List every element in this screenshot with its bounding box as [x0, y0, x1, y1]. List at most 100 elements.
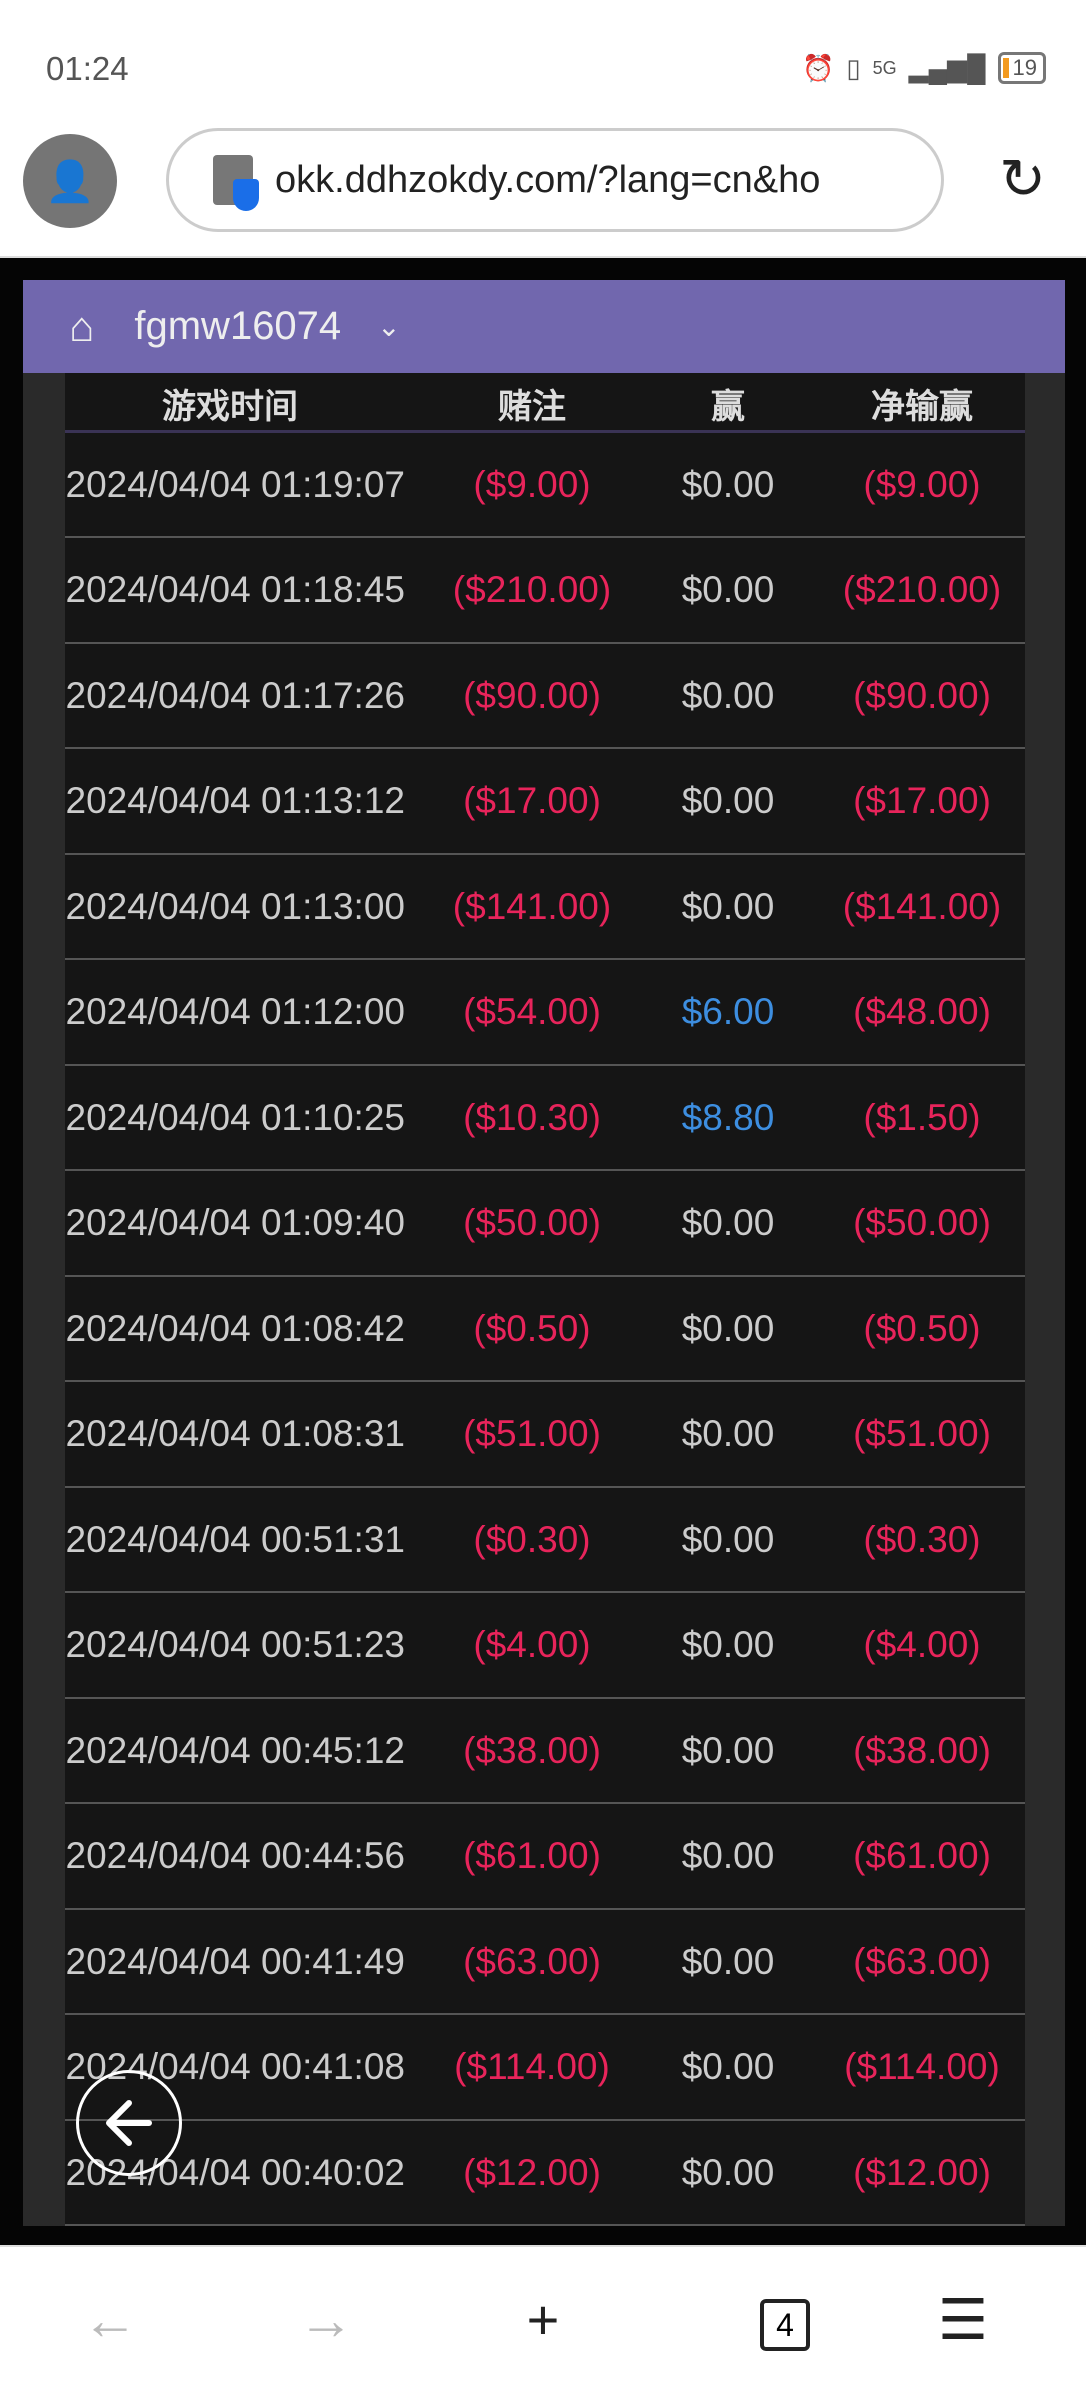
- status-bar: 01:24 ⏰ ▯ 5G ▂▄▆█ 19: [0, 0, 1086, 120]
- column-header-win: 赢: [711, 388, 745, 426]
- cell-time: 2024/04/04 01:17:26: [65, 674, 406, 716]
- cell-win: $0.00: [681, 1413, 775, 1454]
- cell-bet: ($51.00): [463, 1413, 601, 1454]
- chevron-down-icon[interactable]: ⌄: [377, 311, 401, 342]
- cell-time: 2024/04/04 01:13:12: [65, 780, 406, 821]
- profile-add-icon[interactable]: 👤: [23, 134, 117, 228]
- lock-shield-icon: [213, 155, 259, 211]
- cell-time: 2024/04/04 00:51:31: [65, 1518, 406, 1560]
- reload-icon[interactable]: ↻: [999, 147, 1046, 210]
- table-row: 2024/04/04 01:09:40 ($50.00) $0.00 ($50.…: [65, 1172, 1025, 1277]
- table-row: 2024/04/04 00:40:02 ($12.00) $0.00 ($12.…: [65, 2121, 1025, 2226]
- address-bar[interactable]: okk.ddhzokdy.com/?lang=cn&ho: [166, 128, 944, 232]
- cell-time: 2024/04/04 00:45:12: [65, 1729, 406, 1771]
- menu-icon[interactable]: ☰: [937, 2288, 989, 2351]
- bet-history-table[interactable]: 游戏时间 赌注 赢 净输赢 2024/04/04 01:19:07 ($9.00…: [65, 280, 1025, 2226]
- browser-toolbar: 👤 okk.ddhzokdy.com/?lang=cn&ho ↻: [0, 120, 1086, 258]
- alarm-icon: ⏰: [801, 52, 835, 83]
- cell-bet: ($10.30): [463, 1096, 601, 1138]
- cell-bet: ($61.00): [463, 1835, 601, 1876]
- cell-net: ($90.00): [853, 674, 991, 716]
- cell-bet: ($0.50): [473, 1307, 591, 1349]
- cell-bet: ($9.00): [473, 463, 591, 505]
- clock: 01:24: [46, 50, 129, 87]
- cell-win: $0.00: [681, 1202, 775, 1243]
- cell-win: $0.00: [681, 2046, 775, 2087]
- cell-time: 2024/04/04 01:18:45: [65, 569, 406, 610]
- cell-bet: ($38.00): [463, 1729, 601, 1771]
- cell-win: $0.00: [681, 1729, 775, 1771]
- cell-win: $0.00: [681, 463, 775, 505]
- table-row: 2024/04/04 01:17:26 ($90.00) $0.00 ($90.…: [65, 644, 1025, 749]
- signal-icon: 5G: [872, 57, 897, 78]
- cell-bet: ($63.00): [463, 1940, 601, 1982]
- cell-net: ($1.50): [863, 1096, 981, 1138]
- cell-win: $0.00: [681, 569, 775, 610]
- cell-bet: ($50.00): [463, 1202, 601, 1243]
- table-row: 2024/04/04 00:51:23 ($4.00) $0.00 ($4.00…: [65, 1594, 1025, 1699]
- signal-bars-icon: ▂▄▆█: [908, 52, 986, 83]
- cell-win: $0.00: [681, 1940, 775, 1982]
- table-row: 2024/04/04 00:44:56 ($61.00) $0.00 ($61.…: [65, 1805, 1025, 1910]
- table-row: 2024/04/04 01:08:42 ($0.50) $0.00 ($0.50…: [65, 1277, 1025, 1382]
- cell-bet: ($90.00): [463, 674, 601, 716]
- username[interactable]: fgmw16074: [134, 304, 342, 348]
- cell-win: $0.00: [681, 780, 775, 821]
- cell-net: ($51.00): [853, 1413, 991, 1454]
- column-header-net: 净输赢: [871, 388, 973, 426]
- cell-win: $0.00: [681, 1624, 775, 1665]
- top-nav-bar: ⌂ fgmw16074 ⌄: [23, 280, 1065, 373]
- back-button[interactable]: [76, 2070, 182, 2176]
- cell-time: 2024/04/04 01:09:40: [65, 1202, 406, 1243]
- cell-time: 2024/04/04 01:08:31: [65, 1413, 406, 1454]
- forward-icon[interactable]: →: [298, 2288, 354, 2351]
- back-icon[interactable]: ←: [82, 2288, 138, 2351]
- cell-bet: ($4.00): [473, 1624, 591, 1665]
- arrow-left-icon: [106, 2100, 152, 2146]
- table-row: 2024/04/04 01:19:07 ($9.00) $0.00 ($9.00…: [65, 433, 1025, 538]
- table-row: 2024/04/04 01:12:00 ($54.00) $6.00 ($48.…: [65, 961, 1025, 1066]
- cell-net: ($17.00): [853, 780, 991, 821]
- cell-bet: ($114.00): [454, 2046, 610, 2087]
- cell-net: ($9.00): [863, 463, 981, 505]
- cell-win: $0.00: [681, 674, 775, 716]
- table-header: 游戏时间 赌注 赢 净输赢: [65, 373, 1025, 433]
- table-row: 2024/04/04 01:18:45 ($210.00) $0.00 ($21…: [65, 539, 1025, 644]
- cell-time: 2024/04/04 00:44:56: [65, 1835, 406, 1876]
- cell-net: ($114.00): [844, 2046, 1000, 2087]
- cell-time: 2024/04/04 01:10:25: [65, 1096, 406, 1138]
- cell-win: $0.00: [681, 885, 775, 927]
- cell-bet: ($141.00): [452, 885, 612, 927]
- cell-net: ($63.00): [853, 1940, 991, 1982]
- cell-net: ($0.30): [863, 1518, 981, 1560]
- cell-net: ($61.00): [853, 1835, 991, 1876]
- table-row: 2024/04/04 01:10:25 ($10.30) $8.80 ($1.5…: [65, 1066, 1025, 1171]
- home-icon[interactable]: ⌂: [69, 302, 95, 350]
- cell-time: 2024/04/04 00:51:23: [65, 1624, 406, 1665]
- cell-time: 2024/04/04 00:41:49: [65, 1940, 406, 1982]
- tabs-button[interactable]: 4: [760, 2299, 810, 2351]
- cell-time: 2024/04/04 01:12:00: [65, 991, 406, 1032]
- cell-win: $0.00: [681, 2151, 775, 2193]
- table-row: 2024/04/04 01:08:31 ($51.00) $0.00 ($51.…: [65, 1383, 1025, 1488]
- cell-net: ($38.00): [853, 1729, 991, 1771]
- new-tab-icon[interactable]: +: [526, 2288, 560, 2351]
- cell-net: ($141.00): [842, 885, 1002, 927]
- cell-bet: ($17.00): [463, 780, 601, 821]
- cell-win: $0.00: [681, 1835, 775, 1876]
- cell-win: $6.00: [681, 991, 775, 1032]
- status-icons: ⏰ ▯ 5G ▂▄▆█ 19: [802, 52, 1046, 84]
- cell-win: $0.00: [681, 1518, 775, 1560]
- cell-net: ($4.00): [863, 1624, 981, 1665]
- cell-time: 2024/04/04 01:19:07: [65, 463, 406, 505]
- table-row: 2024/04/04 00:45:12 ($38.00) $0.00 ($38.…: [65, 1699, 1025, 1804]
- cell-bet: ($12.00): [463, 2151, 601, 2193]
- cell-net: ($12.00): [853, 2151, 991, 2193]
- cell-time: 2024/04/04 01:13:00: [65, 885, 406, 927]
- battery-icon: 19: [997, 52, 1046, 84]
- cell-net: ($48.00): [853, 991, 991, 1032]
- cell-time: 2024/04/04 01:08:42: [65, 1307, 406, 1349]
- url-text: okk.ddhzokdy.com/?lang=cn&ho: [275, 158, 821, 201]
- browser-bottom-bar: ← → + 4 ☰: [0, 2245, 1086, 2400]
- cell-net: ($0.50): [863, 1307, 981, 1349]
